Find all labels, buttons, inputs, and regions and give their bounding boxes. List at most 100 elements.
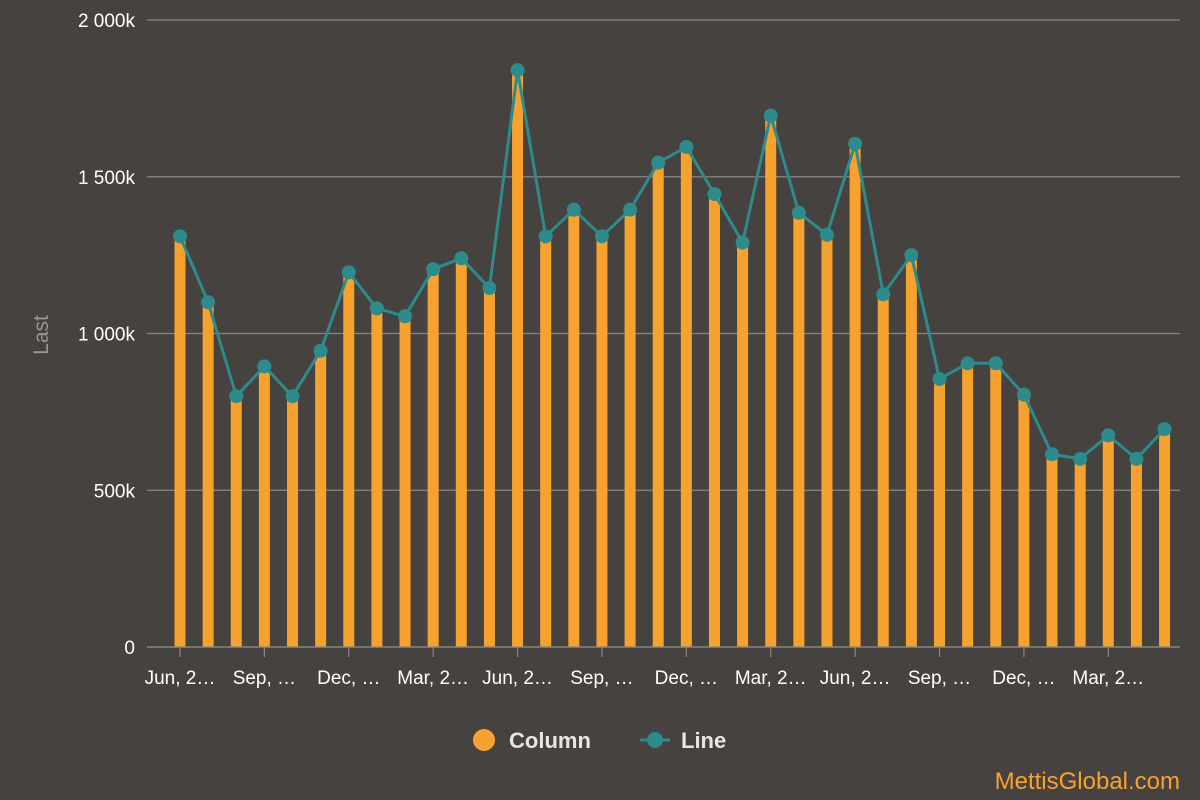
- bar[interactable]: [512, 70, 524, 647]
- line-point[interactable]: [1157, 422, 1172, 437]
- line-point[interactable]: [1045, 447, 1060, 462]
- bar[interactable]: [849, 143, 861, 647]
- line-point[interactable]: [285, 389, 300, 404]
- x-tick-label: Sep, …: [233, 668, 296, 689]
- line-point[interactable]: [594, 229, 609, 244]
- bar[interactable]: [905, 255, 917, 647]
- y-tick-label: 1 000k: [78, 325, 136, 346]
- line-point[interactable]: [791, 205, 806, 220]
- bar[interactable]: [934, 378, 946, 647]
- bar[interactable]: [821, 234, 833, 647]
- bar[interactable]: [230, 396, 242, 647]
- bar[interactable]: [990, 363, 1002, 647]
- line-point[interactable]: [1101, 428, 1116, 443]
- line-point[interactable]: [398, 309, 413, 324]
- x-tick-label: Dec, …: [317, 668, 380, 689]
- line-point[interactable]: [904, 248, 919, 263]
- x-tick-label: Mar, 2…: [735, 668, 807, 689]
- bar[interactable]: [737, 242, 749, 647]
- bar[interactable]: [1102, 435, 1114, 647]
- line-point[interactable]: [229, 389, 244, 404]
- legend-line-label: Line: [681, 728, 726, 753]
- line-point[interactable]: [932, 371, 947, 386]
- x-tick-label: Jun, 2…: [145, 668, 216, 689]
- line-point[interactable]: [426, 262, 441, 277]
- bar[interactable]: [962, 363, 974, 647]
- x-tick-label: Dec, …: [992, 668, 1055, 689]
- bar[interactable]: [1074, 458, 1086, 647]
- bar[interactable]: [680, 146, 692, 647]
- credit-link[interactable]: MettisGlobal.com: [995, 768, 1180, 795]
- line-point[interactable]: [763, 108, 778, 123]
- bar[interactable]: [483, 288, 495, 647]
- bar[interactable]: [1159, 429, 1171, 647]
- line-point[interactable]: [454, 251, 469, 266]
- legend-column-symbol: [473, 729, 495, 751]
- line-point[interactable]: [651, 155, 666, 170]
- legend[interactable]: Column Line: [473, 728, 726, 753]
- bar[interactable]: [287, 396, 299, 647]
- series-line: [178, 68, 1166, 461]
- line-point[interactable]: [369, 301, 384, 316]
- bar[interactable]: [202, 302, 214, 647]
- x-tick-label: Jun, 2…: [482, 668, 553, 689]
- line-point[interactable]: [257, 359, 272, 374]
- bar[interactable]: [793, 212, 805, 648]
- line-point[interactable]: [173, 229, 187, 244]
- y-axis-title: Last: [30, 315, 53, 355]
- bar[interactable]: [371, 308, 383, 647]
- x-tick-label: Dec, …: [655, 668, 718, 689]
- x-tick-label: Sep, …: [570, 668, 633, 689]
- line-point[interactable]: [1016, 387, 1031, 402]
- line-point[interactable]: [623, 202, 638, 217]
- x-axis-ticks: Jun, 2… Sep, … Dec, … Mar, 2… Jun, 2… Sep, … D…: [145, 646, 1180, 689]
- bar[interactable]: [1130, 458, 1142, 647]
- line-point[interactable]: [341, 265, 356, 280]
- line-point[interactable]: [876, 287, 891, 302]
- bar[interactable]: [596, 236, 608, 647]
- bar[interactable]: [652, 162, 664, 647]
- bar[interactable]: [1018, 394, 1030, 647]
- bar[interactable]: [765, 115, 777, 648]
- line-point[interactable]: [510, 63, 525, 78]
- line-point[interactable]: [482, 281, 497, 296]
- line-point[interactable]: [201, 295, 216, 310]
- bar[interactable]: [540, 236, 552, 647]
- line-point[interactable]: [988, 356, 1003, 371]
- line-point[interactable]: [1129, 451, 1144, 466]
- line-point[interactable]: [848, 136, 863, 151]
- y-tick-label: 500k: [94, 481, 136, 502]
- bar[interactable]: [455, 258, 467, 647]
- x-tick-label: Sep, …: [908, 668, 971, 689]
- line-point[interactable]: [538, 229, 553, 244]
- bar[interactable]: [624, 209, 636, 648]
- legend-item-line[interactable]: Line: [640, 728, 726, 753]
- line-point[interactable]: [566, 202, 581, 217]
- bar[interactable]: [1046, 454, 1058, 647]
- legend-item-column[interactable]: Column: [473, 728, 591, 753]
- bar-series: [174, 70, 1171, 648]
- bar[interactable]: [568, 209, 580, 648]
- line-point[interactable]: [707, 186, 722, 201]
- x-tick-label: Mar, 2…: [397, 668, 469, 689]
- bar[interactable]: [315, 350, 327, 647]
- y-tick-label: 0: [124, 638, 135, 659]
- bar[interactable]: [399, 316, 411, 647]
- line-point[interactable]: [819, 227, 834, 242]
- line-point[interactable]: [679, 139, 694, 154]
- bar[interactable]: [708, 193, 720, 647]
- line-point[interactable]: [313, 343, 328, 358]
- line-series: [173, 63, 1172, 466]
- bar[interactable]: [343, 272, 355, 647]
- bar[interactable]: [427, 269, 439, 647]
- legend-line-symbol: [647, 732, 663, 748]
- bar[interactable]: [258, 366, 270, 647]
- bar[interactable]: [174, 236, 186, 647]
- line-point[interactable]: [960, 356, 975, 371]
- line-point[interactable]: [735, 235, 750, 250]
- line-point[interactable]: [1073, 451, 1088, 466]
- x-tick-label: Mar, 2…: [1072, 668, 1144, 689]
- x-tick-label: Jun, 2…: [820, 668, 891, 689]
- bar[interactable]: [877, 294, 889, 647]
